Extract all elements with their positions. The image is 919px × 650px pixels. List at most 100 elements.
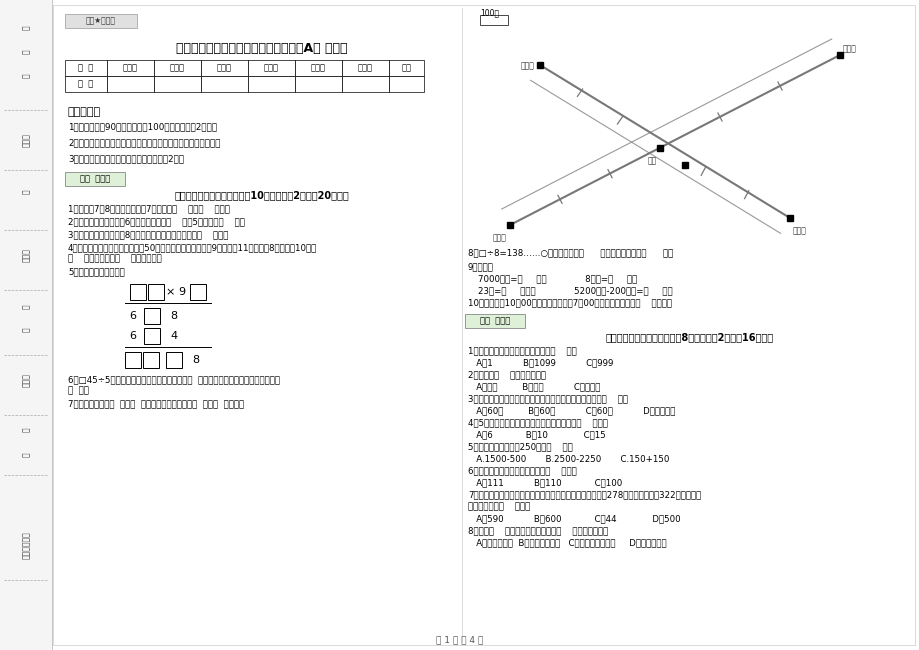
Text: 得  分: 得 分 bbox=[78, 79, 94, 88]
Text: 州新电视塔高（    ）米。: 州新电视塔高（ ）米。 bbox=[468, 502, 529, 512]
Text: 第 1 页 共 4 页: 第 1 页 共 4 页 bbox=[436, 636, 483, 645]
Text: 2、把一根绳子平均分成6份，每份是它的（    ），5份是它的（    ）。: 2、把一根绳子平均分成6份，每份是它的（ ），5份是它的（ ）。 bbox=[68, 218, 244, 226]
Bar bbox=[144, 308, 160, 324]
Bar bbox=[389, 76, 424, 92]
Bar bbox=[125, 352, 141, 368]
Text: 10、小林晚上10：00睡觉，第二天早上7：00起床，他一共睡了（    ）小时。: 10、小林晚上10：00睡觉，第二天早上7：00起床，他一共睡了（ ）小时。 bbox=[468, 298, 671, 307]
Text: 23吨=（     ）千克              5200千克-200千克=（     ）吨: 23吨=（ ）千克 5200千克-200千克=（ ）吨 bbox=[478, 287, 672, 296]
Bar bbox=[107, 60, 153, 76]
Text: 不: 不 bbox=[21, 428, 30, 432]
Text: 填空题: 填空题 bbox=[123, 64, 138, 73]
Text: 4: 4 bbox=[170, 331, 177, 341]
Text: 小丽家: 小丽家 bbox=[792, 226, 806, 235]
Bar bbox=[342, 60, 389, 76]
Text: 100米: 100米 bbox=[480, 8, 499, 18]
Text: 1、时针在7和8之间，分针指向7，这时是（    ）时（    ）分。: 1、时针在7和8之间，分针指向7，这时是（ ）时（ ）分。 bbox=[68, 205, 230, 213]
Text: 总分: 总分 bbox=[401, 64, 411, 73]
Text: 小明家: 小明家 bbox=[842, 44, 856, 53]
Text: 小军家: 小军家 bbox=[493, 233, 506, 242]
Text: 姓名：: 姓名： bbox=[21, 133, 30, 147]
Text: A.1500-500       B.2500-2250       C.150+150: A.1500-500 B.2500-2250 C.150+150 bbox=[468, 454, 669, 463]
Text: ×: × bbox=[165, 287, 175, 297]
Text: 3、小明从一楼到三楼用8秒，照这样他从一楼到五楼用（    ）秒。: 3、小明从一楼到三楼用8秒，照这样他从一楼到五楼用（ ）秒。 bbox=[68, 231, 228, 239]
Text: 2、四边形（    ）平行四边形。: 2、四边形（ ）平行四边形。 bbox=[468, 370, 545, 380]
Text: 6: 6 bbox=[130, 311, 136, 321]
Bar bbox=[464, 314, 525, 328]
Bar bbox=[295, 60, 342, 76]
Text: 准: 准 bbox=[21, 328, 30, 332]
Text: 4、体育老师对第一小组同学进行50米跑测试，成绩如下小红9秒，小丽11秒，小明8秒，小军10秒，: 4、体育老师对第一小组同学进行50米跑测试，成绩如下小红9秒，小丽11秒，小明8… bbox=[68, 244, 317, 252]
Bar bbox=[153, 76, 200, 92]
Text: 5、在里填上适当的数。: 5、在里填上适当的数。 bbox=[68, 268, 125, 276]
Text: 小红家: 小红家 bbox=[520, 61, 535, 70]
Text: A、111           B、110            C、100: A、111 B、110 C、100 bbox=[468, 478, 621, 488]
Bar bbox=[142, 352, 159, 368]
Bar bbox=[65, 60, 107, 76]
Text: 班级：: 班级： bbox=[21, 248, 30, 262]
Bar bbox=[248, 60, 295, 76]
Bar bbox=[480, 15, 507, 25]
Bar bbox=[248, 76, 295, 92]
Text: 7、小红家在学校（  ）方（  ）米处，小明家在学校（  ）方（  ）米处。: 7、小红家在学校（ ）方（ ）米处，小明家在学校（ ）方（ ）米处。 bbox=[68, 400, 244, 408]
Text: 9: 9 bbox=[178, 287, 186, 297]
Text: 8、□÷8=138……○，余数最大填（      ），这时被除数是（      ）。: 8、□÷8=138……○，余数最大填（ ），这时被除数是（ ）。 bbox=[468, 248, 673, 257]
Bar bbox=[200, 60, 248, 76]
Text: 不: 不 bbox=[21, 73, 30, 78]
Text: A、60秒         B、60分           C、60时           D、无法确定: A、60秒 B、60分 C、60时 D、无法确定 bbox=[468, 406, 675, 415]
Text: A、590           B、600            C、44             D、500: A、590 B、600 C、44 D、500 bbox=[468, 515, 680, 523]
Text: 判断题: 判断题 bbox=[217, 64, 232, 73]
Text: （  ）。: （ ）。 bbox=[68, 387, 89, 395]
Text: 8: 8 bbox=[192, 355, 199, 365]
Text: 得分  评卷人: 得分 评卷人 bbox=[80, 174, 110, 183]
Text: 综合题: 综合题 bbox=[311, 64, 325, 73]
Text: 7、广州新电视塔是广州市目前最高的建筑，它比中信大厦高278米，中信大厦高322米，那么广: 7、广州新电视塔是广州市目前最高的建筑，它比中信大厦高278米，中信大厦高322… bbox=[468, 491, 700, 499]
Text: 9、换算。: 9、换算。 bbox=[468, 263, 494, 272]
Text: 学校：: 学校： bbox=[21, 373, 30, 387]
Text: 绝密★启用前: 绝密★启用前 bbox=[85, 16, 116, 25]
Bar bbox=[65, 14, 137, 28]
Bar bbox=[342, 76, 389, 92]
Text: 5、下面的结果刚好是250的是（    ）。: 5、下面的结果刚好是250的是（ ）。 bbox=[468, 443, 573, 452]
Bar bbox=[389, 60, 424, 76]
Bar bbox=[65, 172, 125, 186]
Text: 得分  评卷人: 得分 评卷人 bbox=[480, 317, 509, 326]
Text: 准: 准 bbox=[21, 452, 30, 458]
Text: 不: 不 bbox=[21, 305, 30, 309]
Text: 江苏版三年级数学下学期能力检测试卷A卷 含答案: 江苏版三年级数学下学期能力检测试卷A卷 含答案 bbox=[176, 42, 347, 55]
Bar bbox=[165, 352, 182, 368]
Text: 4、5名同学打乒乓球，每两人打一场，共要打（    ）场。: 4、5名同学打乒乓球，每两人打一场，共要打（ ）场。 bbox=[468, 419, 607, 428]
Text: 题  号: 题 号 bbox=[78, 64, 94, 73]
Text: 6: 6 bbox=[130, 331, 136, 341]
Text: 1、最小三位数和最大三位数的和是（    ）。: 1、最小三位数和最大三位数的和是（ ）。 bbox=[468, 346, 576, 356]
Text: 计算题: 计算题 bbox=[264, 64, 278, 73]
Bar bbox=[107, 76, 153, 92]
Text: （    ）跑得最快，（    ）跑得最慢。: （ ）跑得最快，（ ）跑得最慢。 bbox=[68, 255, 162, 263]
Text: 选择题: 选择题 bbox=[170, 64, 185, 73]
Bar bbox=[153, 60, 200, 76]
Text: A、一定，可能  B、可能，不可能   C、不可能，不可能     D、可能，可能: A、一定，可能 B、可能，不可能 C、不可能，不可能 D、可能，可能 bbox=[468, 538, 666, 547]
Bar bbox=[130, 284, 146, 300]
Text: 3、时针从上一个数字到相邻的下一个数字，经过的时间是（    ）。: 3、时针从上一个数字到相邻的下一个数字，经过的时间是（ ）。 bbox=[468, 395, 628, 404]
Text: 一、用心思考，正确填空（共10小题，每题2分，共20分）。: 一、用心思考，正确填空（共10小题，每题2分，共20分）。 bbox=[175, 190, 349, 200]
Text: 印: 印 bbox=[21, 49, 30, 55]
Bar bbox=[65, 76, 107, 92]
Text: 1、考试时间：90分钟，满分为100分（含卷面分2分）。: 1、考试时间：90分钟，满分为100分（含卷面分2分）。 bbox=[68, 122, 217, 131]
Text: A、6            B、10             C、15: A、6 B、10 C、15 bbox=[468, 430, 605, 439]
Bar bbox=[144, 328, 160, 344]
Text: 6、最大的三位数是最大一位数的（    ）倍。: 6、最大的三位数是最大一位数的（ ）倍。 bbox=[468, 467, 576, 476]
Text: A、1           B、1099           C、999: A、1 B、1099 C、999 bbox=[468, 359, 613, 367]
Bar bbox=[148, 284, 164, 300]
Text: 不: 不 bbox=[21, 190, 30, 194]
Text: 3、不要在试卷上乱写乱画，卷面不整洁扣2分。: 3、不要在试卷上乱写乱画，卷面不整洁扣2分。 bbox=[68, 155, 184, 164]
Text: 学校: 学校 bbox=[647, 156, 656, 165]
Text: 图: 图 bbox=[21, 26, 30, 31]
Text: A、一定         B、可能           C、不可能: A、一定 B、可能 C、不可能 bbox=[468, 382, 600, 391]
Text: 6、□45÷5，要使商是两位数，口里最大可填（  ）；要使商是三位数，口里最小应填: 6、□45÷5，要使商是两位数，口里最大可填（ ）；要使商是三位数，口里最小应填 bbox=[68, 376, 279, 385]
Text: 2、请首先按要求在试卷的指定位置填写您的姓名、班级、学号。: 2、请首先按要求在试卷的指定位置填写您的姓名、班级、学号。 bbox=[68, 138, 221, 148]
Bar bbox=[190, 284, 206, 300]
Text: 8、明天（    ）会下雨，今天下午我（    ）游遍全世界。: 8、明天（ ）会下雨，今天下午我（ ）游遍全世界。 bbox=[468, 526, 607, 536]
Text: 考试须知：: 考试须知： bbox=[68, 107, 101, 117]
Bar bbox=[0, 0, 52, 650]
Text: 二、反复比较，慎重选择（共8小题，每题2分，共16分）。: 二、反复比较，慎重选择（共8小题，每题2分，共16分）。 bbox=[606, 332, 773, 342]
Text: 7000千克=（     ）吨              8千克=（     ）克: 7000千克=（ ）吨 8千克=（ ）克 bbox=[478, 274, 637, 283]
